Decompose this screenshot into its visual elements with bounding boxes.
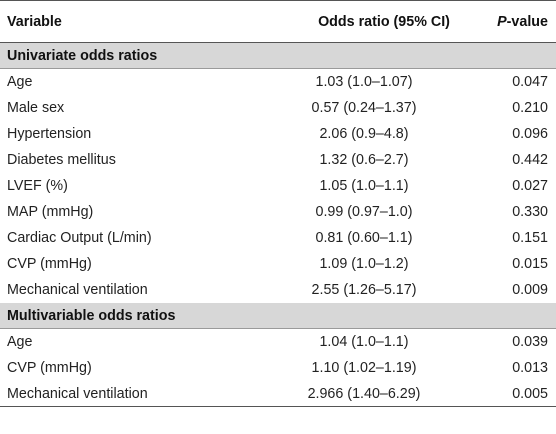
odds-ratio-cell: 0.81 (0.60–1.1): [315, 230, 413, 246]
header-p-suffix: -value: [506, 13, 548, 30]
variable-cell: Age: [7, 74, 33, 90]
odds-ratio-cell: 0.57 (0.24–1.37): [311, 100, 417, 116]
p-value-cell: 0.009: [512, 282, 548, 298]
p-value-cell: 0.015: [512, 256, 548, 272]
odds-ratio-cell: 1.05 (1.0–1.1): [319, 178, 409, 194]
table-row: LVEF (%) 1.05 (1.0–1.1) 0.027: [0, 173, 556, 199]
header-variable: Variable: [7, 13, 62, 30]
section-univariate: Univariate odds ratios: [0, 43, 556, 69]
odds-ratio-cell: 2.06 (0.9–4.8): [319, 126, 409, 142]
odds-ratio-cell: 1.32 (0.6–2.7): [319, 152, 409, 168]
multivariable-rows: Age 1.04 (1.0–1.1) 0.039 CVP (mmHg) 1.10 (1.…: [0, 329, 556, 407]
table-row: Diabetes mellitus 1.32 (0.6–2.7) 0.442: [0, 147, 556, 173]
p-value-cell: 0.151: [512, 230, 548, 246]
table-row: Mechanical ventilation 2.55 (1.26–5.17) 0.…: [0, 277, 556, 303]
p-value-cell: 0.047: [512, 74, 548, 90]
variable-cell: Hypertension: [7, 126, 92, 142]
table-row: MAP (mmHg) 0.99 (0.97–1.0) 0.330: [0, 199, 556, 225]
odds-ratio-cell: 1.04 (1.0–1.1): [319, 334, 409, 350]
odds-ratio-table: Variable Odds ratio (95% CI) P-value Uni…: [0, 0, 556, 407]
section-title: Univariate odds ratios: [7, 47, 158, 64]
header-p-value: P-value: [474, 14, 556, 30]
table-row: Hypertension 2.06 (0.9–4.8) 0.096: [0, 121, 556, 147]
table-row: CVP (mmHg) 1.09 (1.0–1.2) 0.015: [0, 251, 556, 277]
p-value-cell: 0.330: [512, 204, 548, 220]
variable-cell: Mechanical ventilation: [7, 282, 148, 298]
univariate-rows: Age 1.03 (1.0–1.07) 0.047 Male sex 0.57 (0.2…: [0, 69, 556, 303]
odds-ratio-cell: 1.10 (1.02–1.19): [311, 360, 417, 376]
section-multivariable: Multivariable odds ratios: [0, 303, 556, 329]
variable-cell: Diabetes mellitus: [7, 152, 116, 168]
p-value-cell: 0.005: [512, 385, 548, 402]
table-row: Age 1.03 (1.0–1.07) 0.047: [0, 69, 556, 95]
table-row: Age 1.04 (1.0–1.1) 0.039: [0, 329, 556, 355]
table-row: Cardiac Output (L/min) 0.81 (0.60–1.1) 0.1…: [0, 225, 556, 251]
variable-cell: Age: [7, 334, 33, 350]
odds-ratio-cell: 0.99 (0.97–1.0): [315, 204, 413, 220]
variable-cell: CVP (mmHg): [7, 256, 92, 272]
p-value-cell: 0.096: [512, 126, 548, 142]
odds-ratio-cell: 2.55 (1.26–5.17): [311, 282, 417, 298]
variable-cell: MAP (mmHg): [7, 204, 94, 220]
variable-cell: Cardiac Output (L/min): [7, 230, 152, 246]
header-odds-ratio: Odds ratio (95% CI): [318, 13, 450, 30]
variable-cell: LVEF (%): [7, 178, 68, 194]
section-title: Multivariable odds ratios: [7, 307, 176, 324]
odds-ratio-cell: 1.03 (1.0–1.07): [315, 74, 413, 90]
header-p-letter: P: [497, 13, 507, 30]
variable-cell: CVP (mmHg): [7, 360, 92, 376]
p-value-cell: 0.442: [512, 152, 548, 168]
table-row: CVP (mmHg) 1.10 (1.02–1.19) 0.013: [0, 355, 556, 381]
p-value-cell: 0.013: [512, 360, 548, 376]
table-row: Mechanical ventilation 2.966 (1.40–6.29) 0…: [0, 381, 556, 407]
odds-ratio-cell: 2.966 (1.40–6.29): [307, 385, 421, 402]
table-row: Male sex 0.57 (0.24–1.37) 0.210: [0, 95, 556, 121]
p-value-cell: 0.027: [512, 178, 548, 194]
odds-ratio-cell: 1.09 (1.0–1.2): [319, 256, 409, 272]
table-header: Variable Odds ratio (95% CI) P-value: [0, 0, 556, 43]
p-value-cell: 0.039: [512, 334, 548, 350]
p-value-cell: 0.210: [512, 100, 548, 116]
variable-cell: Male sex: [7, 100, 65, 116]
variable-cell: Mechanical ventilation: [7, 385, 148, 402]
